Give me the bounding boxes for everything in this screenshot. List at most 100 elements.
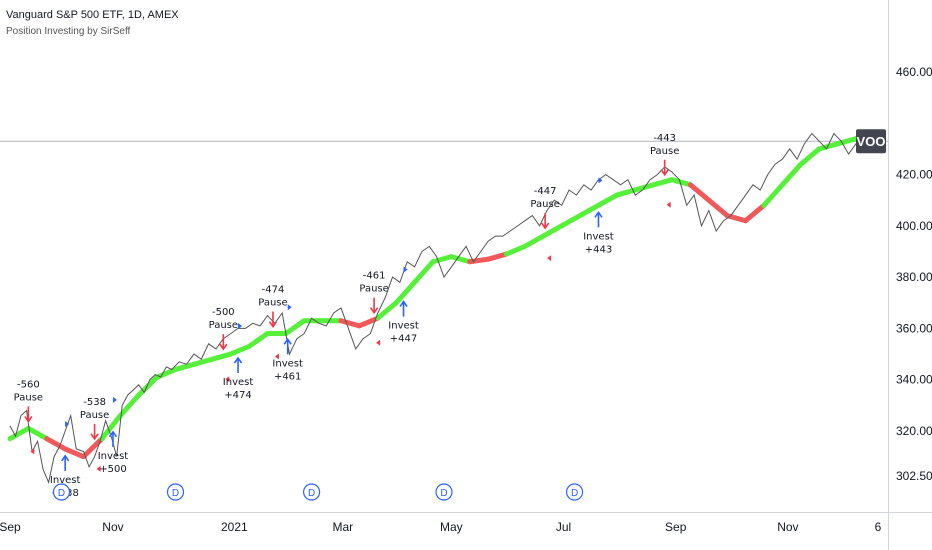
ma-segment <box>687 182 712 203</box>
x-tick-label: May <box>440 520 463 534</box>
invest-triangle <box>598 177 603 184</box>
ma-segment <box>99 413 123 442</box>
indicator-title: Position Investing by SirSeff <box>6 26 131 37</box>
invest-arrow-head <box>283 337 292 345</box>
y-tick-label: 360.00 <box>896 321 932 335</box>
x-tick-label: Nov <box>102 520 123 534</box>
price-series <box>9 132 871 484</box>
ma-segment <box>595 192 620 208</box>
y-tick-label: 320.00 <box>896 424 932 438</box>
pause-label: Pause <box>209 320 238 331</box>
pause-arrow-head <box>24 415 33 423</box>
pause-triangle <box>96 465 101 472</box>
ma-segment <box>154 366 179 380</box>
x-tick-label: Jul <box>556 520 571 534</box>
ma-segment <box>577 202 601 219</box>
price-line <box>9 132 871 484</box>
ma-segment <box>246 331 270 349</box>
invest-arrow-head <box>399 300 408 308</box>
invest-label: Invest <box>583 231 614 242</box>
invest-arrow-head <box>594 210 603 218</box>
dividend-label: D <box>308 488 315 499</box>
invest-triangle <box>238 322 243 329</box>
pause-triangle <box>666 201 671 208</box>
pause-arrow-head <box>268 321 278 328</box>
pause-arrow-head <box>219 343 228 351</box>
pause-triangle <box>274 353 279 360</box>
ma-segment <box>393 279 418 306</box>
ma-segment <box>504 243 528 257</box>
x-axis[interactable]: Sep Nov 2021 Mar May Jul Sep Nov 6 <box>0 520 882 534</box>
dividend-marker[interactable] <box>435 483 453 501</box>
pause-triangle <box>225 376 230 383</box>
dividend-label: D <box>58 488 65 499</box>
invest-label: Invest <box>98 451 129 462</box>
chart-title: Vanguard S&P 500 ETF, 1D, AMEX <box>6 9 179 21</box>
invest-triangle <box>112 396 117 403</box>
ma-segment <box>338 318 362 329</box>
pause-label: Pause <box>650 146 679 157</box>
y-axis[interactable]: 302.50 320.00 340.00 360.00 380.00 400.00 420.… <box>896 65 932 483</box>
invest-value: +500 <box>99 464 126 475</box>
y-tick-label: 460.00 <box>896 65 932 79</box>
ma-segment <box>7 425 31 442</box>
ma-segment <box>430 254 454 265</box>
last-price-badge: VOO <box>856 129 886 154</box>
pause-value: -560 <box>17 379 40 390</box>
ma-segment <box>485 251 510 262</box>
ma-segment <box>835 136 859 147</box>
ma-segment <box>173 361 197 372</box>
ma-segment <box>356 315 381 329</box>
pause-value: -474 <box>262 285 285 296</box>
ma-segment <box>669 177 693 188</box>
signal-markers <box>24 159 671 472</box>
invest-arrow-head <box>233 356 243 364</box>
y-tick-label: 380.00 <box>896 270 932 284</box>
dividend-marker[interactable] <box>52 483 71 501</box>
dividend-marker[interactable] <box>302 483 321 501</box>
invest-value: +443 <box>585 244 612 255</box>
pause-label: Pause <box>80 410 109 421</box>
ma-segment <box>448 254 473 265</box>
ma-segment <box>117 392 142 419</box>
invest-arrow-head <box>61 454 70 462</box>
invest-arrow-head <box>108 430 118 438</box>
ma-segment <box>651 177 675 188</box>
pause-triangle <box>547 255 552 262</box>
ma-segment <box>81 436 105 460</box>
ma-segment <box>816 141 841 152</box>
ma-segment <box>559 213 583 229</box>
ma-segment <box>62 446 87 460</box>
pause-arrow-head <box>540 222 550 230</box>
dividend-marker[interactable] <box>166 483 185 501</box>
x-tick-label: Nov <box>777 520 798 534</box>
pause-label: Pause <box>258 298 287 309</box>
x-tick-label: Sep <box>0 520 21 534</box>
ma-segment <box>522 233 546 249</box>
invest-value: +474 <box>224 390 251 401</box>
ma-segment <box>375 300 399 321</box>
ma-segment <box>44 436 68 452</box>
ma-segment <box>412 259 436 285</box>
x-tick-label: 2021 <box>221 520 248 534</box>
ma-segment <box>540 223 565 239</box>
invest-value: +447 <box>390 334 417 345</box>
pause-value: -500 <box>212 307 235 318</box>
pause-value: -447 <box>534 186 557 197</box>
invest-triangle <box>403 266 408 273</box>
y-tick-label: 420.00 <box>896 168 932 182</box>
dividend-label: D <box>571 488 578 499</box>
ma-segment <box>191 356 215 367</box>
dividend-marker[interactable] <box>565 483 584 501</box>
invest-label: Invest <box>388 321 419 332</box>
y-tick-label: 340.00 <box>896 373 932 387</box>
y-tick-label: 302.50 <box>896 469 932 483</box>
y-tick-label: 400.00 <box>896 219 932 233</box>
pause-triangle <box>30 448 35 455</box>
pause-label: Pause <box>14 392 43 403</box>
dividend-label: D <box>172 488 179 499</box>
